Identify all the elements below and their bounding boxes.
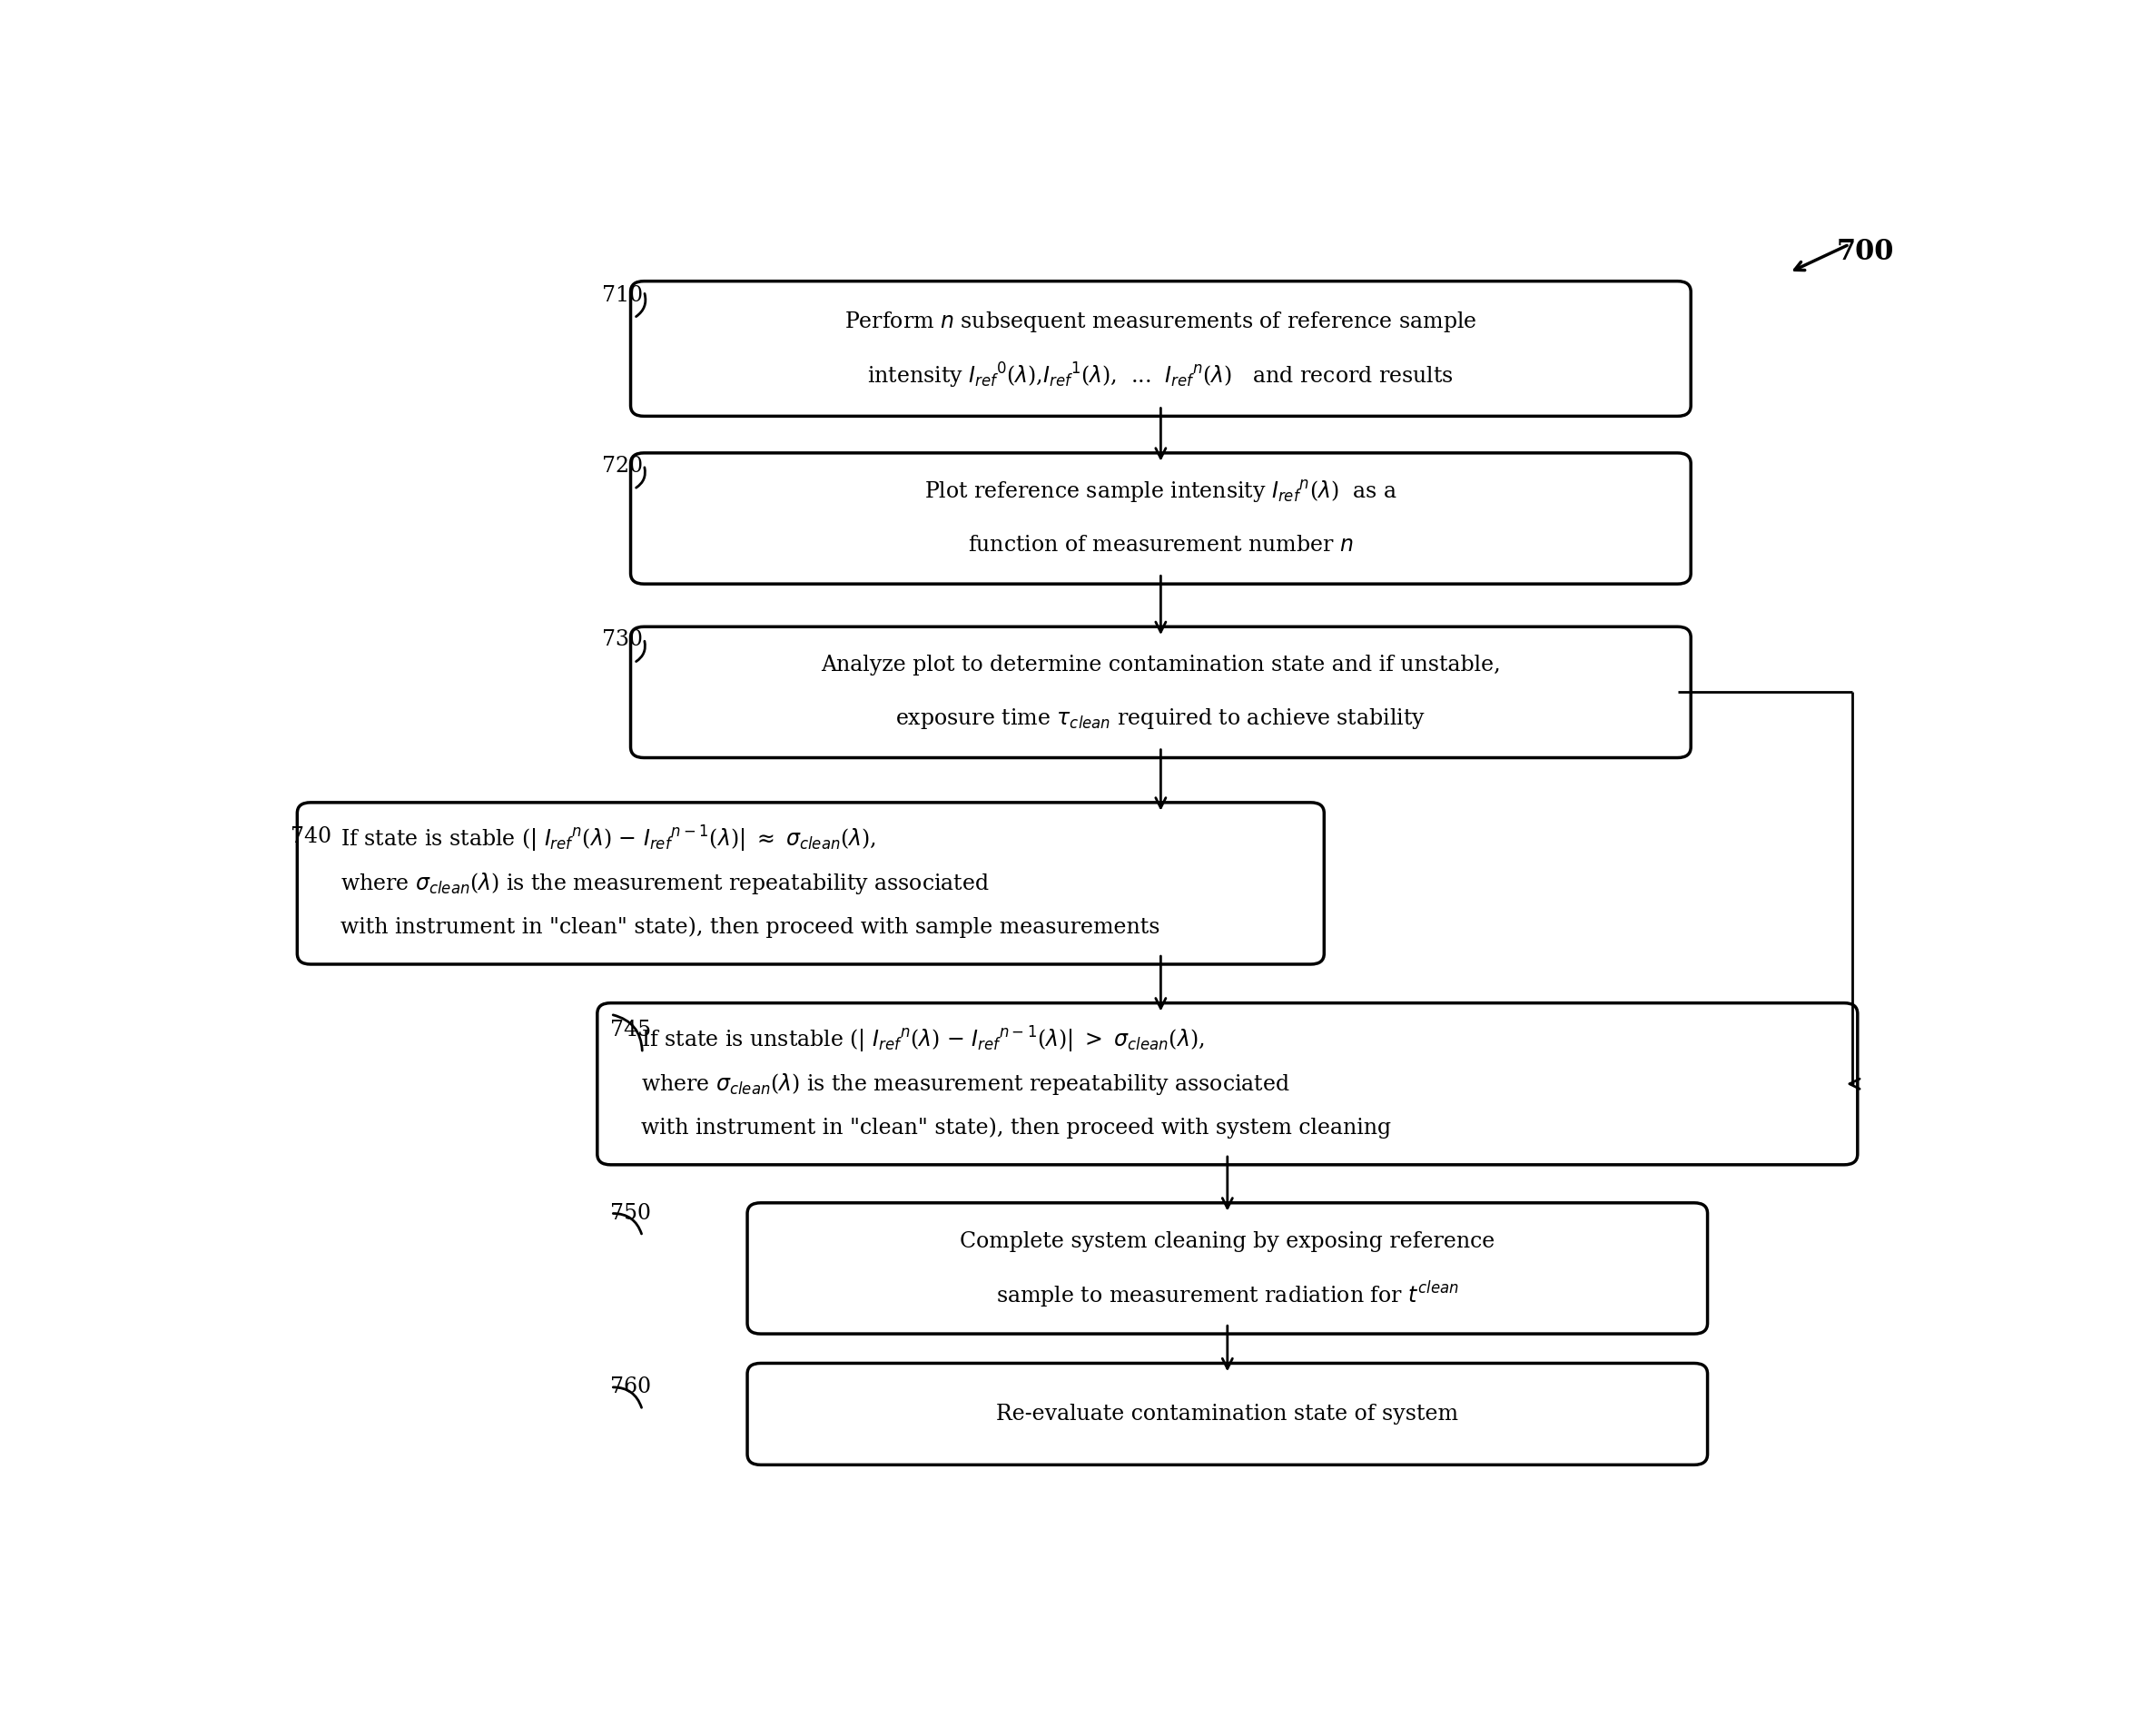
Text: sample to measurement radiation for $t^{clean}$: sample to measurement radiation for $t^{… [996, 1279, 1458, 1311]
Text: 750: 750 [611, 1203, 652, 1224]
FancyBboxPatch shape [297, 802, 1325, 963]
Text: where $\sigma_{clean}$($\lambda$) is the measurement repeatability associated: where $\sigma_{clean}$($\lambda$) is the… [641, 1071, 1291, 1097]
Text: Complete system cleaning by exposing reference: Complete system cleaning by exposing ref… [959, 1231, 1495, 1252]
FancyBboxPatch shape [746, 1203, 1708, 1333]
Text: If state is stable ($|$ $I_{ref}$$^{n}$($\lambda$) $-$ $I_{ref}$$^{n-1}$($\lambd: If state is stable ($|$ $I_{ref}$$^{n}$(… [340, 825, 875, 854]
Text: 745: 745 [611, 1021, 652, 1042]
Text: Analyze plot to determine contamination state and if unstable,: Analyze plot to determine contamination … [822, 654, 1501, 675]
Text: Re-evaluate contamination state of system: Re-evaluate contamination state of syste… [996, 1404, 1458, 1425]
Text: 700: 700 [1837, 238, 1895, 266]
FancyBboxPatch shape [630, 453, 1691, 583]
Text: Plot reference sample intensity $I_{ref}$$^{n}$($\lambda$)  as a: Plot reference sample intensity $I_{ref}… [925, 479, 1396, 505]
Text: 740: 740 [290, 826, 331, 847]
FancyBboxPatch shape [630, 281, 1691, 417]
FancyBboxPatch shape [598, 1003, 1858, 1165]
Text: 760: 760 [611, 1377, 652, 1397]
FancyBboxPatch shape [630, 627, 1691, 757]
Text: exposure time $\tau_{clean}$ required to achieve stability: exposure time $\tau_{clean}$ required to… [895, 707, 1426, 731]
Text: 710: 710 [602, 285, 643, 306]
Text: where $\sigma_{clean}$($\lambda$) is the measurement repeatability associated: where $\sigma_{clean}$($\lambda$) is the… [340, 871, 989, 896]
Text: 730: 730 [602, 630, 643, 651]
Text: 720: 720 [602, 457, 643, 477]
Text: with instrument in "clean" state), then proceed with sample measurements: with instrument in "clean" state), then … [340, 917, 1159, 937]
Text: If state is unstable ($|$ $I_{ref}$$^{n}$($\lambda$) $-$ $I_{ref}$$^{n-1}$($\lam: If state is unstable ($|$ $I_{ref}$$^{n}… [641, 1024, 1205, 1055]
Text: function of measurement number $n$: function of measurement number $n$ [968, 535, 1353, 556]
Text: with instrument in "clean" state), then proceed with system cleaning: with instrument in "clean" state), then … [641, 1118, 1392, 1139]
Text: intensity $I_{ref}$$^{0}$($\lambda$),$I_{ref}$$^{1}$($\lambda$),  ...  $I_{ref}$: intensity $I_{ref}$$^{0}$($\lambda$),$I_… [867, 361, 1454, 391]
Text: Perform $n$ subsequent measurements of reference sample: Perform $n$ subsequent measurements of r… [845, 309, 1478, 335]
FancyBboxPatch shape [746, 1363, 1708, 1465]
